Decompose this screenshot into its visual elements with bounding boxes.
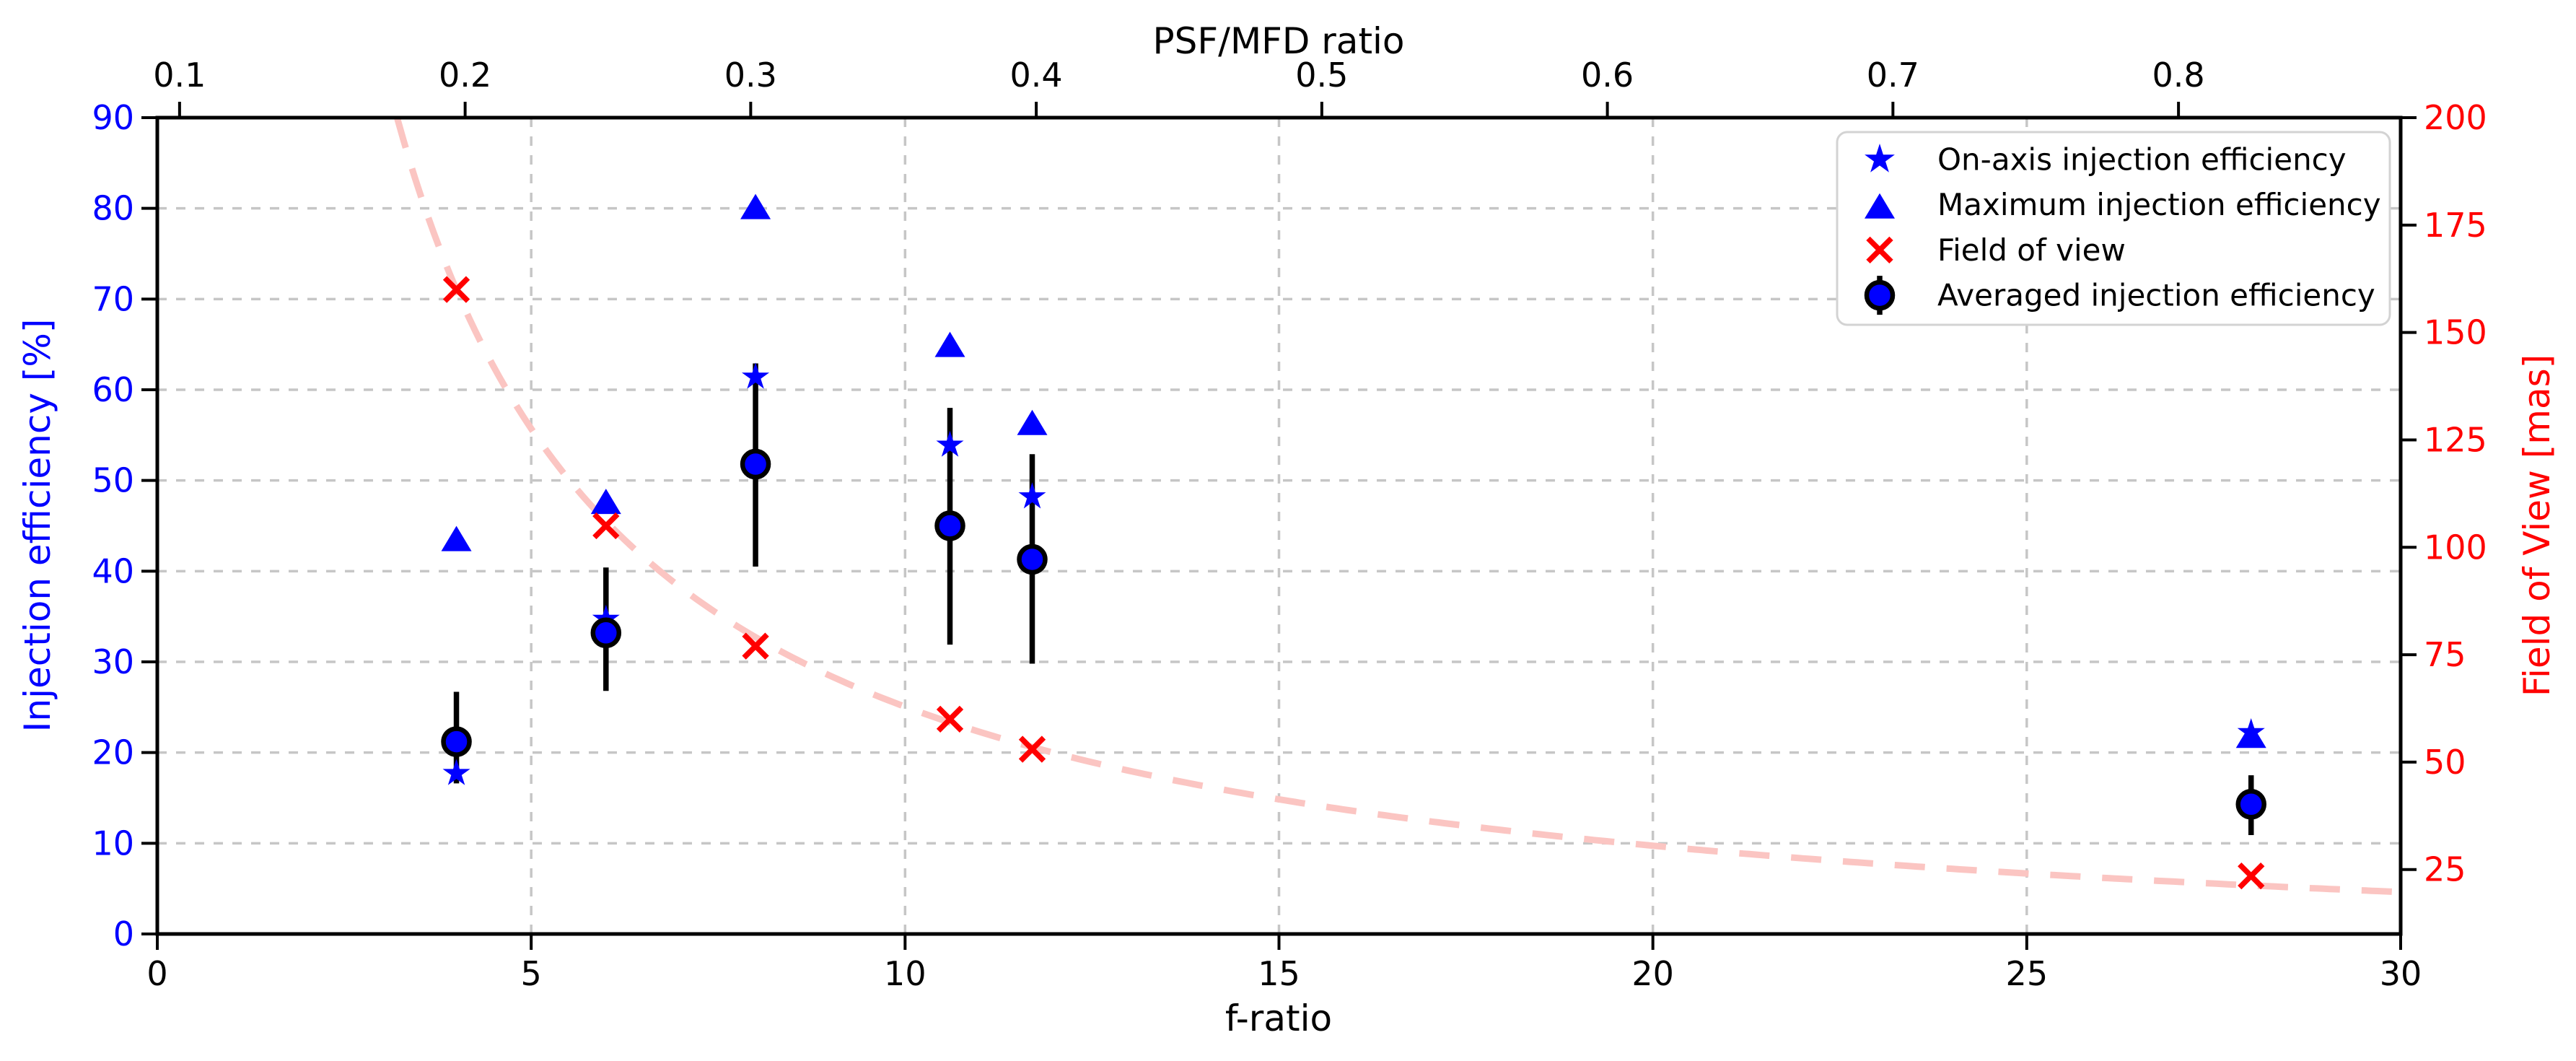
averaged-efficiency-marker [1017, 543, 1048, 575]
fov-trend-curve [394, 118, 2396, 896]
top-tick-label: 0.3 [724, 56, 777, 95]
data-cluster [740, 193, 771, 660]
maximum-efficiency-marker [1017, 409, 1048, 435]
data-cluster [441, 276, 472, 785]
field-of-view-marker [1018, 735, 1046, 763]
field-of-view-marker [592, 512, 620, 540]
y-left-tick-label: 90 [92, 98, 134, 137]
top-tick-label: 0.2 [439, 56, 491, 95]
x-tick-label: 0 [146, 954, 167, 993]
on-axis-efficiency-marker [442, 759, 470, 785]
y-right-tick-label: 75 [2424, 635, 2466, 674]
legend: On-axis injection efficiency Maximum inje… [1836, 131, 2391, 326]
y-left-tick-label: 80 [92, 189, 134, 228]
y-right-tick-label: 150 [2424, 313, 2487, 352]
data-points-layer [441, 193, 2266, 890]
top-tick-label: 0.6 [1581, 56, 1634, 95]
y-right-axis-title: Field of View [mas] [2516, 354, 2558, 697]
y-left-tick-label: 10 [92, 824, 134, 863]
legend-item: Maximum injection efficiency [1865, 187, 2381, 222]
top-tick-label: 0.1 [153, 56, 206, 95]
x-tick-label: 5 [521, 954, 542, 993]
maximum-efficiency-marker [590, 489, 621, 515]
x-tick-label: 30 [2380, 954, 2422, 993]
legend-x-icon [1866, 236, 1893, 264]
legend-item-label: Averaged injection efficiency [1937, 278, 2375, 313]
tick-labels-layer: 0 5 10 15 20 25 30 0.1 0.2 0.3 0.4 0.5 0.6 0.7 0.8 0 10 2… [92, 56, 2487, 993]
y-left-axis-title: Injection efficiency [%] [17, 319, 58, 733]
field-of-view-marker [442, 276, 470, 303]
legend-item: Field of view [1866, 232, 2126, 268]
y-right-tick-label: 25 [2424, 850, 2466, 889]
top-tick-label: 0.7 [1867, 56, 1919, 95]
on-axis-efficiency-marker [742, 362, 770, 389]
averaged-efficiency-marker [740, 448, 771, 480]
averaged-efficiency-marker [934, 510, 965, 541]
on-axis-efficiency-marker [936, 430, 964, 457]
legend-box [1836, 131, 2391, 326]
field-of-view-marker [936, 705, 964, 733]
averaged-efficiency-marker [590, 617, 622, 649]
legend-star-icon [1865, 144, 1895, 173]
legend-item-label: Maximum injection efficiency [1937, 187, 2381, 222]
data-cluster [1017, 409, 1048, 763]
maximum-efficiency-marker [740, 193, 771, 219]
y-right-tick-label: 200 [2424, 98, 2487, 137]
data-cluster [2235, 718, 2266, 890]
field-of-view-marker [742, 632, 769, 660]
y-right-tick-label: 100 [2424, 528, 2487, 567]
legend-triangle-icon [1865, 193, 1895, 219]
y-left-tick-label: 40 [92, 551, 134, 590]
top-tick-label: 0.5 [1295, 56, 1348, 95]
maximum-efficiency-marker [934, 331, 965, 357]
data-cluster [590, 489, 622, 691]
top-axis-title: PSF/MFD ratio [1152, 20, 1404, 62]
y-left-tick-label: 30 [92, 642, 134, 681]
y-left-tick-label: 50 [92, 461, 134, 500]
y-right-tick-label: 125 [2424, 420, 2487, 459]
averaged-efficiency-marker [441, 726, 472, 757]
on-axis-efficiency-marker [2237, 718, 2265, 745]
legend-item: Averaged injection efficiency [1864, 276, 2375, 315]
maximum-efficiency-marker [441, 525, 472, 551]
top-tick-label: 0.8 [2152, 56, 2205, 95]
legend-item-label: On-axis injection efficiency [1937, 142, 2347, 178]
legend-item-label: Field of view [1937, 232, 2126, 268]
averaged-efficiency-marker [2235, 789, 2266, 820]
data-cluster [934, 331, 965, 733]
legend-circle-icon [1864, 279, 1896, 311]
field-of-view-marker [2238, 862, 2265, 890]
y-left-tick-label: 20 [92, 733, 134, 772]
on-axis-efficiency-marker [1018, 482, 1046, 509]
y-right-tick-label: 50 [2424, 743, 2466, 782]
y-left-tick-label: 0 [113, 914, 134, 953]
ticks-layer [141, 102, 2417, 950]
x-tick-label: 20 [1631, 954, 1674, 993]
legend-item: On-axis injection efficiency [1865, 142, 2347, 178]
x-tick-label: 15 [1258, 954, 1300, 993]
y-right-tick-label: 175 [2424, 206, 2487, 245]
y-left-tick-label: 60 [92, 370, 134, 409]
top-tick-label: 0.4 [1010, 56, 1063, 95]
x-axis-title: f-ratio [1225, 997, 1332, 1039]
fov-curve-layer [394, 118, 2396, 896]
y-left-tick-label: 70 [92, 279, 134, 318]
x-tick-label: 25 [2006, 954, 2049, 993]
x-tick-label: 10 [884, 954, 926, 993]
